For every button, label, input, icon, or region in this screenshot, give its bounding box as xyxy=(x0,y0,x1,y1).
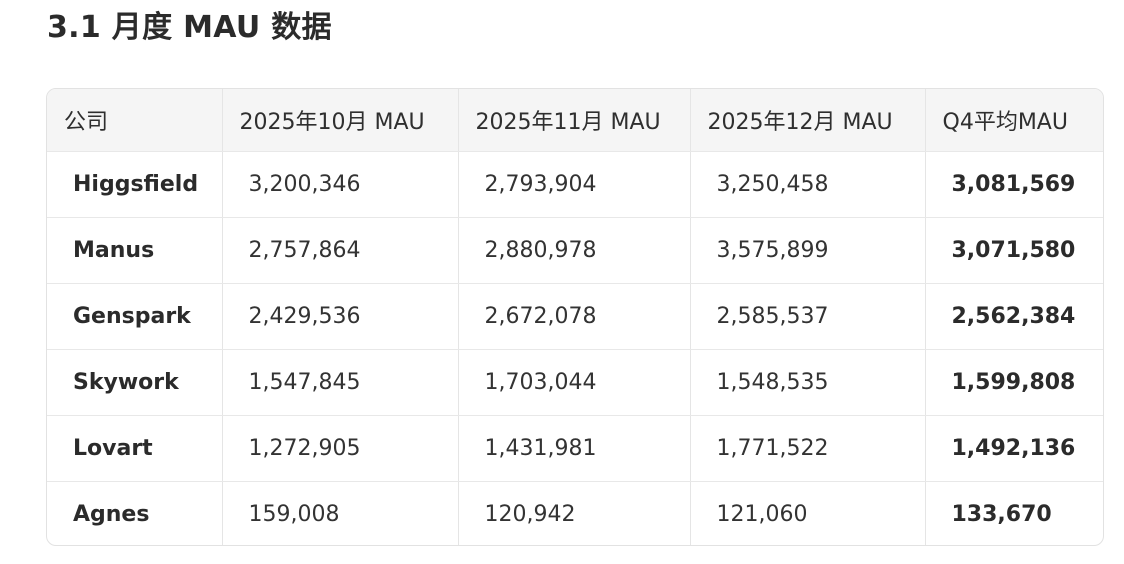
nov-mau-cell: 2,880,978 xyxy=(458,217,691,284)
oct-mau-cell: 3,200,346 xyxy=(222,151,459,218)
dec-mau-cell: 3,575,899 xyxy=(690,217,926,284)
oct-mau-cell: 159,008 xyxy=(222,481,459,545)
oct-mau-cell: 2,429,536 xyxy=(222,283,459,350)
section-title: 3.1 月度 MAU 数据 xyxy=(47,10,332,45)
table-row: Skywork 1,547,845 1,703,044 1,548,535 1,… xyxy=(47,349,1103,416)
q4-avg-cell: 1,492,136 xyxy=(925,415,1103,482)
header-oct-mau: 2025年10月 MAU xyxy=(222,89,459,152)
company-cell: Lovart xyxy=(47,415,223,482)
oct-mau-cell: 2,757,864 xyxy=(222,217,459,284)
table-row: Genspark 2,429,536 2,672,078 2,585,537 2… xyxy=(47,283,1103,350)
oct-mau-cell: 1,272,905 xyxy=(222,415,459,482)
dec-mau-cell: 1,771,522 xyxy=(690,415,926,482)
q4-avg-cell: 133,670 xyxy=(951,501,1052,527)
q4-avg-cell: 1,599,808 xyxy=(925,349,1103,416)
table-header-row: 公司 2025年10月 MAU 2025年11月 MAU 2025年12月 MA… xyxy=(47,89,1103,152)
nov-mau-cell: 120,942 xyxy=(458,481,691,545)
nov-mau-cell: 1,431,981 xyxy=(458,415,691,482)
nov-mau-cell: 2,672,078 xyxy=(458,283,691,350)
table-row: Lovart 1,272,905 1,431,981 1,771,522 1,4… xyxy=(47,415,1103,482)
company-cell: Genspark xyxy=(47,283,223,350)
oct-mau-cell: 1,547,845 xyxy=(222,349,459,416)
q4-avg-cell: 3,081,569 xyxy=(925,151,1103,218)
dec-mau-cell: 1,548,535 xyxy=(690,349,926,416)
mau-table-container: 公司 2025年10月 MAU 2025年11月 MAU 2025年12月 MA… xyxy=(46,88,1104,546)
company-cell: Agnes xyxy=(47,481,223,545)
company-cell: Higgsfield xyxy=(47,151,223,218)
header-nov-mau: 2025年11月 MAU xyxy=(458,89,691,152)
nov-mau-cell: 1,703,044 xyxy=(458,349,691,416)
table-row: Higgsfield 3,200,346 2,793,904 3,250,458… xyxy=(47,151,1103,218)
nov-mau-cell: 2,793,904 xyxy=(458,151,691,218)
company-cell: Skywork xyxy=(47,349,223,416)
dec-mau-cell: 3,250,458 xyxy=(690,151,926,218)
company-cell: Manus xyxy=(47,217,223,284)
table-row: Manus 2,757,864 2,880,978 3,575,899 3,07… xyxy=(47,217,1103,284)
dec-mau-cell: 2,585,537 xyxy=(690,283,926,350)
table-row: Agnes 159,008 120,942 121,060 133,670 xyxy=(47,481,1103,545)
mau-table: 公司 2025年10月 MAU 2025年11月 MAU 2025年12月 MA… xyxy=(47,89,1103,545)
q4-avg-cell: 3,071,580 xyxy=(925,217,1103,284)
q4-avg-cell: 2,562,384 xyxy=(925,283,1103,350)
header-q4-avg-mau: Q4平均MAU xyxy=(925,89,1103,152)
header-dec-mau: 2025年12月 MAU xyxy=(690,89,926,152)
header-company: 公司 xyxy=(47,89,223,152)
dec-mau-cell: 121,060 xyxy=(690,481,926,545)
